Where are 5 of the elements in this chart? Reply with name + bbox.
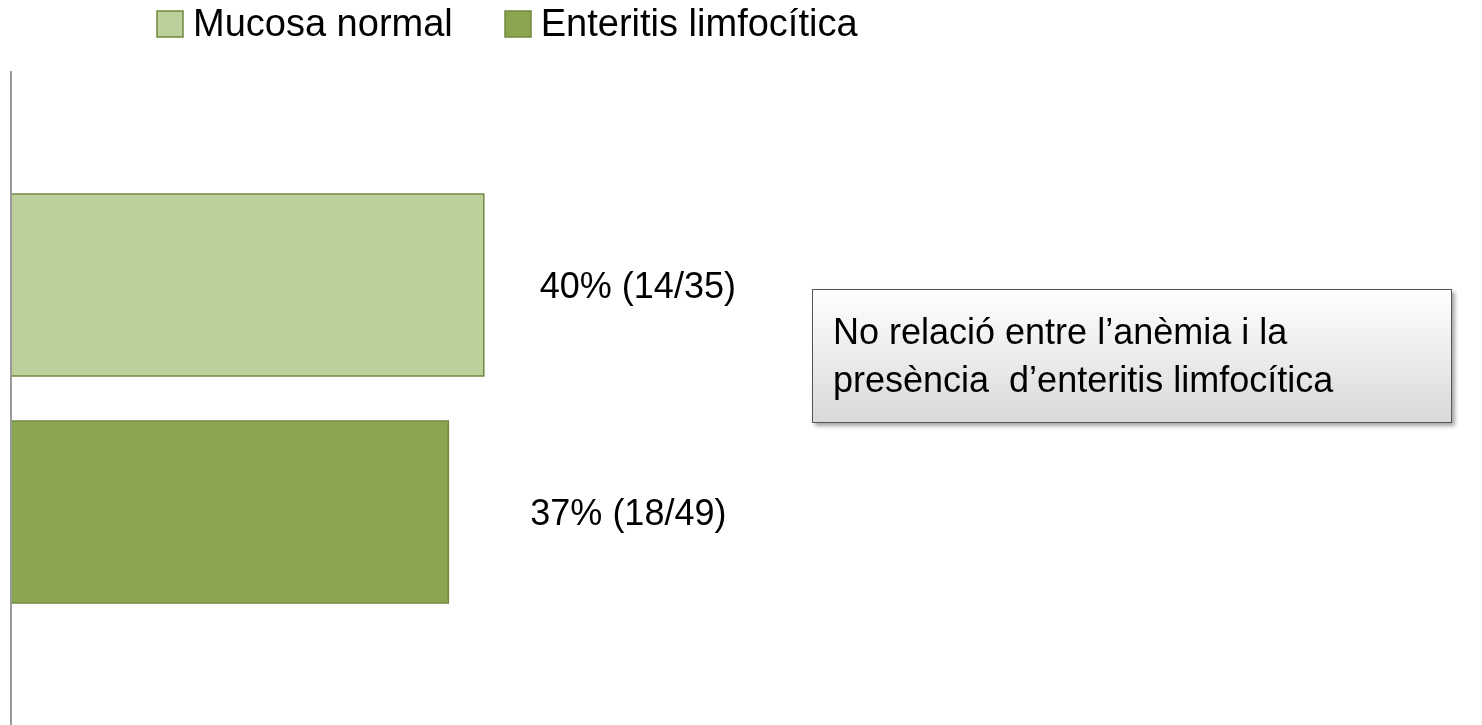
data-label: 40% (14/35)	[539, 264, 736, 306]
data-label: 37% (18/49)	[530, 491, 727, 533]
text-box: No relació entre l’anèmia i la presència d’enteritis limfocítica	[812, 289, 1452, 423]
legend-label: Enteritis limfocítica	[540, 2, 858, 45]
legend-label: Mucosa normal	[193, 2, 453, 45]
